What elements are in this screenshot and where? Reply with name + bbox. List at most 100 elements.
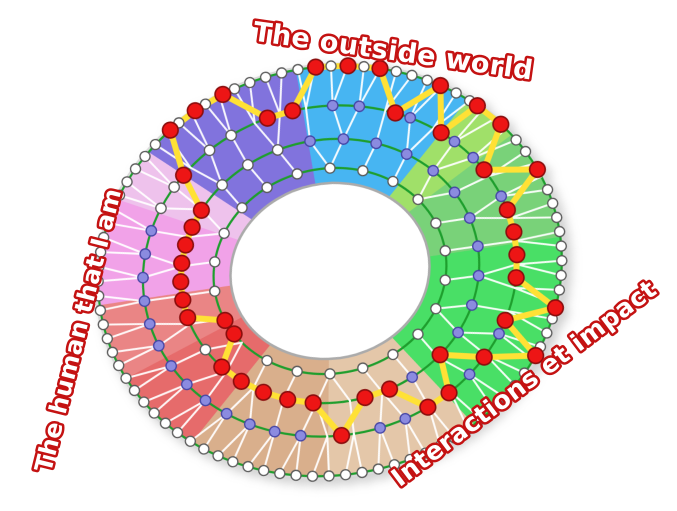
profile-node — [475, 348, 493, 366]
node-white — [261, 354, 273, 367]
node-white — [198, 443, 210, 455]
node-purple — [472, 269, 485, 282]
node-white — [209, 256, 221, 268]
profile-node — [371, 59, 389, 78]
profile-node — [431, 346, 449, 364]
profile-node — [254, 383, 273, 401]
node-white — [356, 466, 368, 479]
node-purple — [139, 248, 152, 260]
node-white — [97, 318, 109, 331]
outer-rim-shadow — [94, 62, 566, 480]
node-white — [184, 435, 196, 447]
node-purple — [427, 164, 440, 177]
node-white — [551, 211, 563, 224]
node-white — [98, 231, 110, 244]
node-white — [168, 181, 180, 193]
profile-node — [179, 309, 197, 327]
node-white — [434, 440, 446, 452]
profile-node — [183, 218, 201, 236]
profile-node — [232, 372, 250, 390]
node-white — [225, 129, 237, 142]
node-white — [128, 384, 141, 397]
node-white — [102, 217, 114, 229]
profile-node — [498, 201, 516, 219]
node-white — [357, 165, 369, 177]
node-white — [259, 71, 272, 83]
node-white — [462, 423, 474, 435]
mesh-edges — [97, 64, 563, 478]
node-white — [292, 63, 304, 76]
profile-node — [508, 246, 526, 264]
node-white — [487, 403, 499, 415]
node-white — [212, 450, 224, 462]
node-white — [113, 189, 126, 201]
node-white — [306, 470, 319, 482]
node-purple — [467, 151, 480, 164]
node-purple — [152, 339, 165, 352]
node-purple — [243, 418, 256, 431]
wheel-group — [92, 57, 568, 482]
node-white — [339, 469, 352, 481]
node-white — [439, 245, 451, 257]
node-white — [203, 144, 216, 157]
node-purple — [472, 240, 484, 253]
node-purple — [199, 394, 212, 407]
node-purple — [138, 295, 151, 307]
profile-node — [283, 102, 302, 120]
profile-node — [507, 269, 525, 287]
node-white — [547, 197, 559, 209]
mesh-edges — [180, 138, 480, 404]
node-white — [430, 217, 442, 229]
node-white — [242, 460, 254, 473]
node-purple — [353, 100, 366, 113]
profile-node — [546, 299, 565, 317]
node-white — [227, 456, 239, 468]
node-white — [107, 203, 119, 215]
node-white — [139, 150, 151, 163]
profile-node — [440, 384, 458, 402]
node-purple — [466, 299, 478, 311]
node-white — [120, 372, 132, 384]
node-white — [93, 261, 105, 273]
profile-node — [186, 102, 204, 120]
node-white — [439, 274, 451, 286]
node-white — [271, 144, 284, 156]
node-purple — [448, 135, 461, 148]
node-purple — [463, 212, 476, 224]
node-white — [93, 290, 105, 302]
node-white — [450, 87, 462, 99]
profile-node — [475, 161, 493, 179]
node-white — [448, 432, 461, 444]
node-white — [241, 159, 254, 171]
node-white — [129, 163, 142, 175]
node-white — [421, 74, 433, 86]
node-purple — [220, 407, 233, 420]
node-purple — [452, 326, 464, 339]
profile-node — [492, 115, 510, 133]
node-white — [553, 284, 565, 296]
node-white — [113, 359, 125, 372]
node-purple — [374, 422, 386, 434]
node-purple — [463, 368, 476, 381]
node-purple — [495, 190, 508, 203]
profile-node — [176, 236, 195, 254]
node-white — [261, 181, 273, 194]
node-white — [404, 453, 416, 466]
profile-node — [213, 358, 231, 376]
node-purple — [370, 137, 383, 150]
profile-node — [161, 121, 179, 139]
nodes-layer — [92, 60, 568, 482]
profile-node — [528, 160, 547, 179]
profile-node — [386, 104, 404, 122]
node-white — [387, 348, 399, 361]
node-white — [159, 417, 172, 429]
profile-node — [174, 291, 192, 309]
node-white — [138, 396, 150, 408]
profile-node — [172, 273, 190, 291]
node-white — [555, 269, 567, 281]
node-white — [509, 379, 521, 392]
node-white — [553, 225, 566, 238]
profile-node — [431, 76, 450, 95]
